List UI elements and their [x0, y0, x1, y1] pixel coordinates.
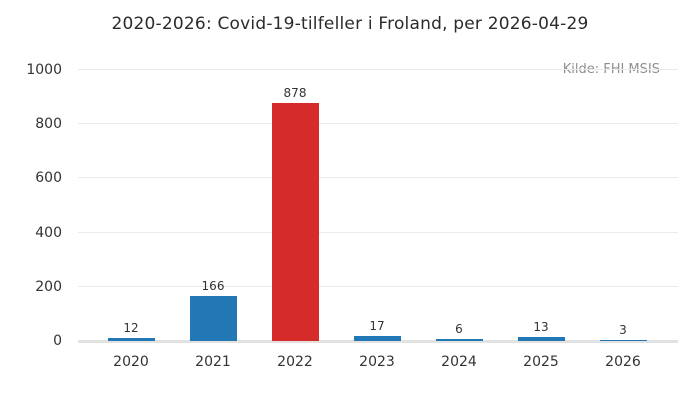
x-axis-tick-label: 2024 [441, 354, 477, 370]
chart-title: 2020-2026: Covid-19-tilfeller i Froland,… [111, 14, 589, 34]
gridline [78, 123, 678, 125]
bar-2026 [599, 340, 647, 341]
bar-value-label: 3 [619, 323, 627, 337]
bar-2020 [107, 337, 155, 341]
gridline [78, 231, 678, 233]
bar-value-label: 878 [283, 86, 307, 101]
bar-2024 [435, 339, 483, 341]
x-axis-tick-label: 2026 [605, 354, 641, 370]
gridline [78, 177, 678, 179]
bar-value-label: 17 [369, 319, 385, 334]
x-axis-tick-label: 2020 [113, 354, 149, 370]
x-axis-tick-label: 2025 [523, 354, 559, 370]
bar-value-label: 13 [533, 320, 549, 335]
bar-value-label: 12 [123, 320, 139, 335]
bar-2025 [517, 337, 565, 341]
gridline [78, 69, 678, 70]
y-axis-tick-label: 200 [35, 278, 62, 295]
y-axis-tick-label: 800 [35, 116, 62, 133]
x-axis-baseline [78, 339, 678, 343]
bar-2023 [353, 336, 401, 341]
x-axis-tick-label: 2022 [277, 354, 313, 370]
y-axis-tick-label: 600 [35, 170, 62, 187]
y-axis-tick-label: 1000 [26, 62, 62, 78]
plot-area: 0 200 400 600 800 1000 12 2020 166 2021 878 2022 17 2… [26, 62, 678, 370]
gridline [78, 285, 678, 287]
bar-value-label: 166 [201, 279, 225, 294]
y-axis-tick-label: 400 [35, 224, 62, 241]
y-axis-tick-label: 0 [53, 333, 62, 349]
bar-2022 [271, 103, 319, 341]
bar-value-label: 6 [455, 322, 463, 337]
bar-2021 [189, 296, 237, 341]
x-axis-tick-label: 2023 [359, 354, 395, 370]
x-axis-tick-label: 2021 [195, 354, 231, 370]
